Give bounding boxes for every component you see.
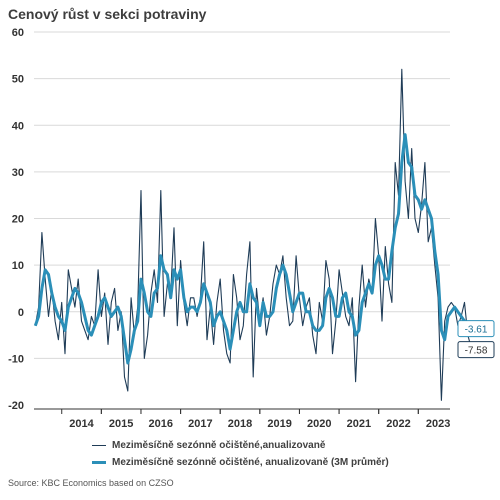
end-label-box bbox=[457, 341, 495, 359]
series-line-monthly bbox=[34, 68, 472, 401]
x-tick-label: 2020 bbox=[307, 418, 331, 430]
x-tick-label: 2016 bbox=[149, 418, 173, 430]
x-axis: 2014 2015 2016 2017 2018 2019 2020 2021 2022 2023 bbox=[34, 408, 450, 430]
legend-label-monthly: Meziměsíčně sezónně očištěné,anualizovan… bbox=[112, 440, 326, 451]
legend-label-avg3m: Meziměsíčně sezónně očištěné, anualizova… bbox=[112, 457, 389, 468]
end-label-box bbox=[457, 320, 495, 338]
x-tick-label: 2015 bbox=[109, 418, 133, 430]
series-line-avg3m bbox=[33, 133, 473, 365]
y-tick-label: 0 bbox=[18, 307, 24, 319]
y-tick-label: -10 bbox=[8, 353, 24, 365]
y-tick-label: 20 bbox=[12, 214, 24, 226]
x-tick-label: 2023 bbox=[426, 418, 450, 430]
y-tick-label: 50 bbox=[12, 74, 24, 86]
x-tick-label: 2014 bbox=[69, 418, 94, 430]
x-tick-label: 2019 bbox=[267, 418, 291, 430]
legend-swatch-monthly bbox=[92, 445, 106, 446]
y-tick-label: 10 bbox=[12, 260, 24, 272]
series-lines bbox=[33, 68, 473, 401]
x-tick-label: 2017 bbox=[188, 418, 212, 430]
x-tick-label: 2018 bbox=[228, 418, 252, 430]
x-tick-label: 2021 bbox=[347, 418, 371, 430]
legend-swatch-avg3m bbox=[92, 461, 106, 464]
y-axis-ticks: -20 -10 0 10 20 30 40 50 60 bbox=[8, 27, 24, 412]
legend: Meziměsíčně sezónně očištěné,anualizovan… bbox=[92, 437, 389, 471]
legend-item-avg3m[interactable]: Meziměsíčně sezónně očištěné, anualizova… bbox=[92, 454, 389, 471]
y-tick-label: 60 bbox=[12, 27, 24, 39]
end-value-label: -7.58 bbox=[465, 346, 488, 357]
end-value-label: -3.61 bbox=[465, 325, 488, 336]
legend-item-monthly[interactable]: Meziměsíčně sezónně očištěné,anualizovan… bbox=[92, 437, 389, 454]
chart-title: Cenový růst v sekci potraviny bbox=[8, 6, 207, 22]
y-tick-label: 30 bbox=[12, 167, 24, 179]
x-tick-label: 2022 bbox=[386, 418, 410, 430]
y-tick-label: -20 bbox=[8, 400, 24, 412]
source-note: Source: KBC Economics based on CZSO bbox=[8, 478, 174, 488]
y-tick-label: 40 bbox=[12, 120, 24, 132]
end-value-labels: -3.61 -7.58 bbox=[457, 320, 495, 359]
